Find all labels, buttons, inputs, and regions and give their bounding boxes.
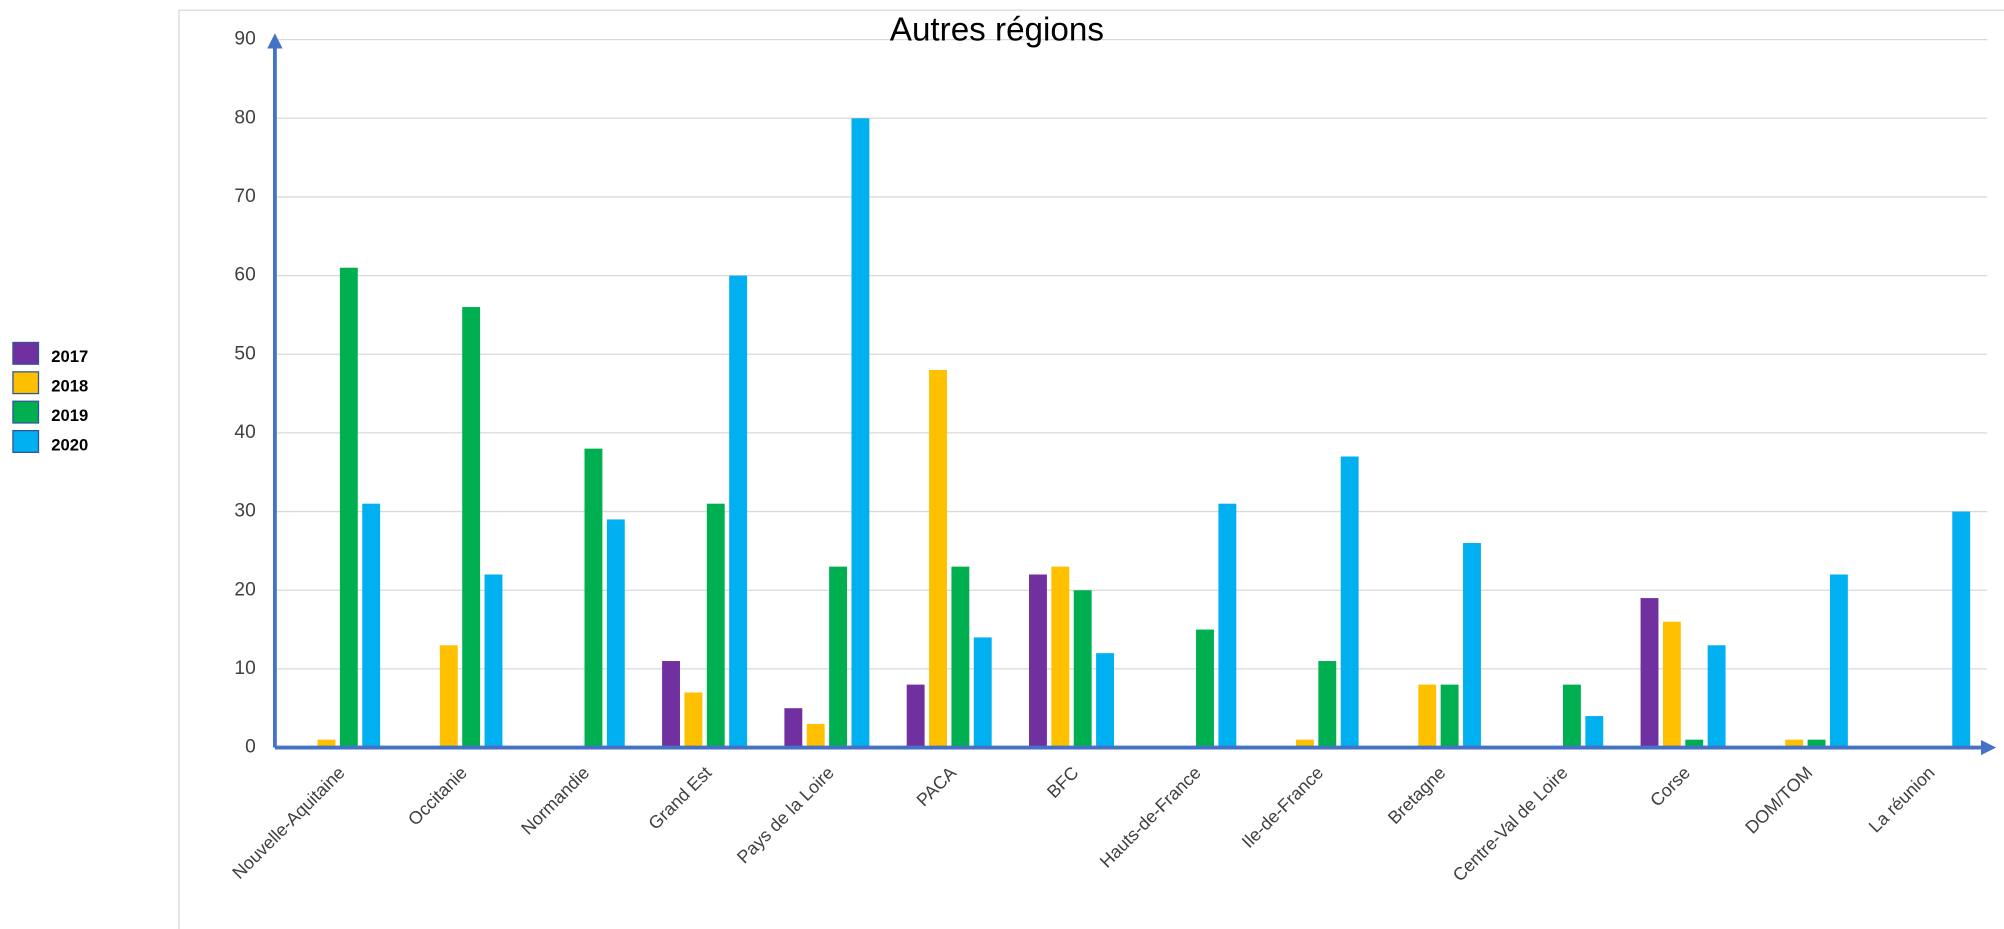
bar xyxy=(706,503,725,748)
bar xyxy=(1807,739,1826,748)
bar xyxy=(729,275,748,748)
x-tick-label: Corse xyxy=(1646,763,1694,811)
legend-swatch xyxy=(12,341,40,365)
y-tick-label: 40 xyxy=(234,422,255,443)
bar xyxy=(784,708,803,748)
y-tick-label: 30 xyxy=(234,501,255,522)
y-tick-label: 10 xyxy=(234,658,255,679)
bar xyxy=(1029,574,1047,748)
x-tick-label: Centre-Val de Loire xyxy=(1449,763,1572,886)
legend-swatch xyxy=(12,371,40,395)
bar xyxy=(1440,684,1459,748)
x-tick-label: Occitanie xyxy=(404,763,471,830)
bar xyxy=(1073,590,1092,748)
bar xyxy=(851,118,870,748)
bar xyxy=(829,566,848,748)
bar xyxy=(584,448,603,748)
bar xyxy=(662,661,680,748)
bar xyxy=(1707,645,1726,748)
x-tick-label: Normandie xyxy=(517,763,593,839)
y-tick-label: 0 xyxy=(245,737,256,758)
bar xyxy=(1218,503,1237,748)
x-tick-label: Nouvelle-Aquitaine xyxy=(228,763,348,883)
x-tick-label: Hauts-de-France xyxy=(1096,763,1205,872)
bar xyxy=(1785,739,1804,748)
y-tick-label: 90 xyxy=(234,29,255,50)
legend-label: 2020 xyxy=(51,435,88,454)
bar xyxy=(951,566,970,748)
bar xyxy=(806,723,825,748)
bar xyxy=(606,519,625,748)
legend-label: 2019 xyxy=(51,406,88,425)
bar xyxy=(1463,543,1481,748)
legend-swatch xyxy=(12,400,40,424)
bar xyxy=(1952,511,1971,748)
bar xyxy=(339,267,358,748)
bar xyxy=(1829,574,1848,748)
bar xyxy=(1685,739,1704,748)
chart-title: Autres régions xyxy=(890,12,1104,49)
y-tick-label: 80 xyxy=(234,107,255,128)
bar xyxy=(317,739,336,748)
bar xyxy=(362,503,381,748)
chart-frame xyxy=(178,9,2004,929)
bar xyxy=(684,692,703,748)
bar xyxy=(1418,684,1437,748)
x-tick-label: Pays de la Loire xyxy=(733,763,838,868)
bar xyxy=(973,637,992,748)
bar xyxy=(1662,621,1681,748)
y-tick-label: 70 xyxy=(234,186,255,207)
bar xyxy=(1051,566,1070,748)
x-tick-label: DOM/TOM xyxy=(1741,763,1816,838)
x-tick-label: BFC xyxy=(1043,763,1082,802)
x-tick-label: Bretagne xyxy=(1384,763,1449,828)
bar xyxy=(1340,456,1359,748)
x-tick-label: PACA xyxy=(913,763,961,811)
legend-label: 2017 xyxy=(51,347,88,366)
legend-swatch xyxy=(12,429,40,453)
bar xyxy=(462,307,481,748)
y-tick-label: 50 xyxy=(234,343,255,364)
bar xyxy=(929,369,947,748)
x-tick-label: Ile-de-France xyxy=(1238,763,1327,852)
bar xyxy=(1295,739,1314,748)
bar xyxy=(1640,598,1659,748)
bar xyxy=(906,684,925,748)
bar xyxy=(1562,684,1581,748)
x-tick-label: Grand Est xyxy=(644,763,715,834)
bar xyxy=(1096,653,1114,748)
bar xyxy=(1196,629,1214,748)
bar xyxy=(484,574,503,748)
y-tick-label: 20 xyxy=(234,579,255,600)
y-tick-label: 60 xyxy=(234,265,255,286)
x-tick-label: La réunion xyxy=(1865,763,1939,837)
bar xyxy=(1318,661,1337,748)
bar xyxy=(1585,716,1604,748)
bar xyxy=(439,645,458,748)
legend-label: 2018 xyxy=(51,377,88,396)
